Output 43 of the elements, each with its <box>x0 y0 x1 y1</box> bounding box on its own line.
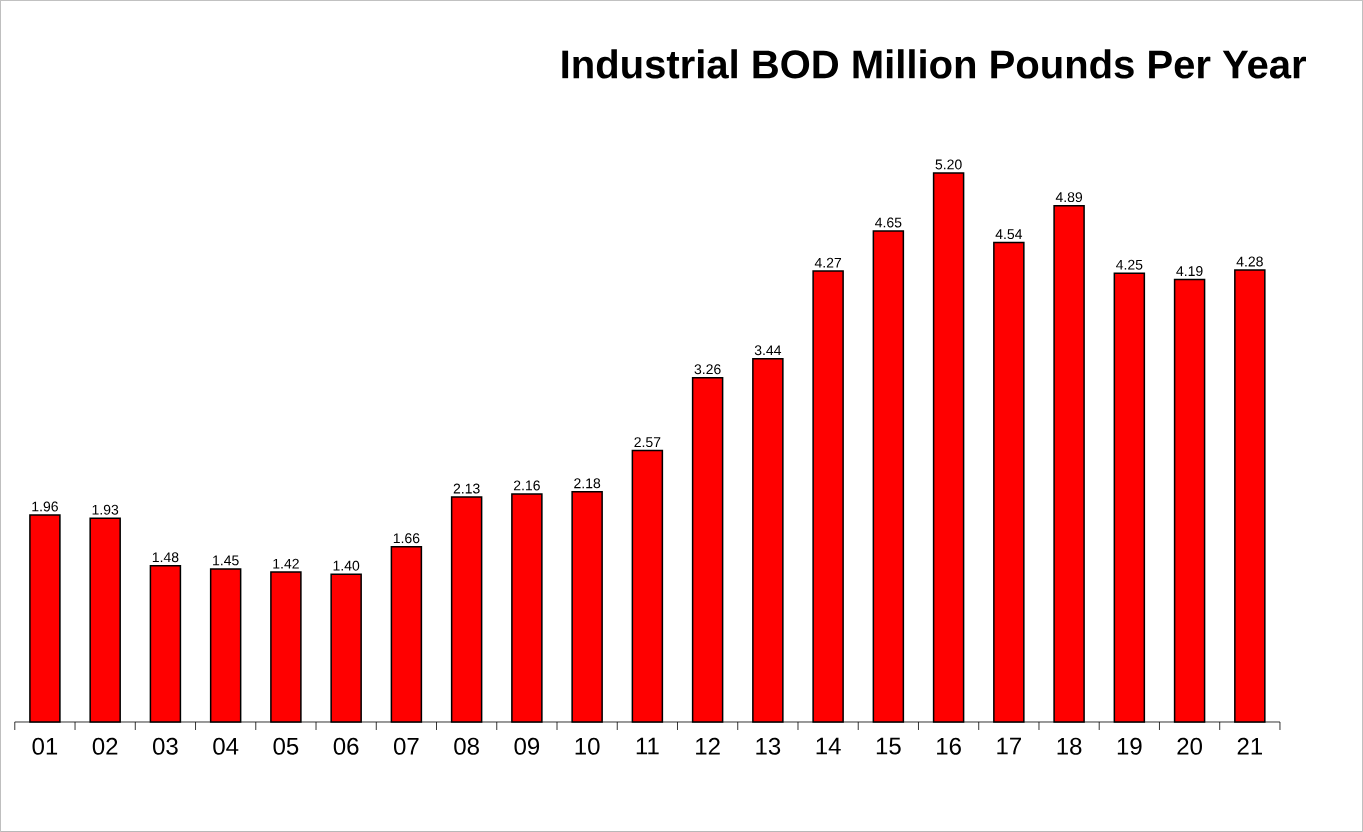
data-label: 1.45 <box>213 555 239 566</box>
x-tick-label: 08 <box>454 737 479 755</box>
data-label: 2.18 <box>574 478 601 489</box>
x-tick-label: 19 <box>1117 737 1142 755</box>
x-tick-label: 17 <box>997 737 1021 755</box>
data-label: 4.19 <box>1176 266 1203 277</box>
x-tick-label: 05 <box>273 737 299 755</box>
x-tick-label: 20 <box>1177 737 1202 755</box>
x-tick-label: 04 <box>213 737 239 755</box>
x-tick-label: 10 <box>575 737 600 755</box>
data-label: 3.44 <box>754 345 782 356</box>
data-label: 1.42 <box>273 558 299 569</box>
x-tick-label: 02 <box>92 737 118 755</box>
data-label: 1.93 <box>92 504 119 515</box>
data-label: 4.65 <box>875 217 902 228</box>
data-label: 4.28 <box>1236 256 1263 267</box>
data-label: 2.57 <box>634 437 661 448</box>
data-label: 5.20 <box>935 159 962 170</box>
data-label: 2.13 <box>453 483 480 494</box>
data-label: 2.16 <box>513 480 540 491</box>
x-tick-label: 13 <box>756 737 781 755</box>
data-label: 1.40 <box>333 560 360 571</box>
data-label: 1.66 <box>393 533 420 544</box>
x-tick-label: 18 <box>1057 737 1082 755</box>
x-tick-label: 06 <box>333 737 359 755</box>
x-tick-label: 01 <box>32 737 58 755</box>
data-label: 4.27 <box>814 257 842 268</box>
data-label: 1.48 <box>152 552 179 563</box>
data-label: 4.25 <box>1116 259 1143 270</box>
x-tick-label: 14 <box>816 737 841 755</box>
x-tick-label: 03 <box>153 737 178 755</box>
chart-title: Industrial BOD Million Pounds Per Year <box>562 49 1306 79</box>
x-tick-label: 15 <box>876 737 901 755</box>
x-tick-label: 09 <box>514 737 540 755</box>
x-tick-label: 11 <box>636 737 659 755</box>
x-tick-label: 21 <box>1237 737 1262 755</box>
x-tick-label: 16 <box>937 737 961 755</box>
data-label: 4.54 <box>995 229 1023 240</box>
x-tick-label: 07 <box>393 737 419 755</box>
data-label: 1.96 <box>32 501 58 512</box>
data-label: 3.26 <box>694 364 721 375</box>
data-label: 4.89 <box>1055 192 1083 203</box>
x-tick-label: 12 <box>696 737 720 755</box>
